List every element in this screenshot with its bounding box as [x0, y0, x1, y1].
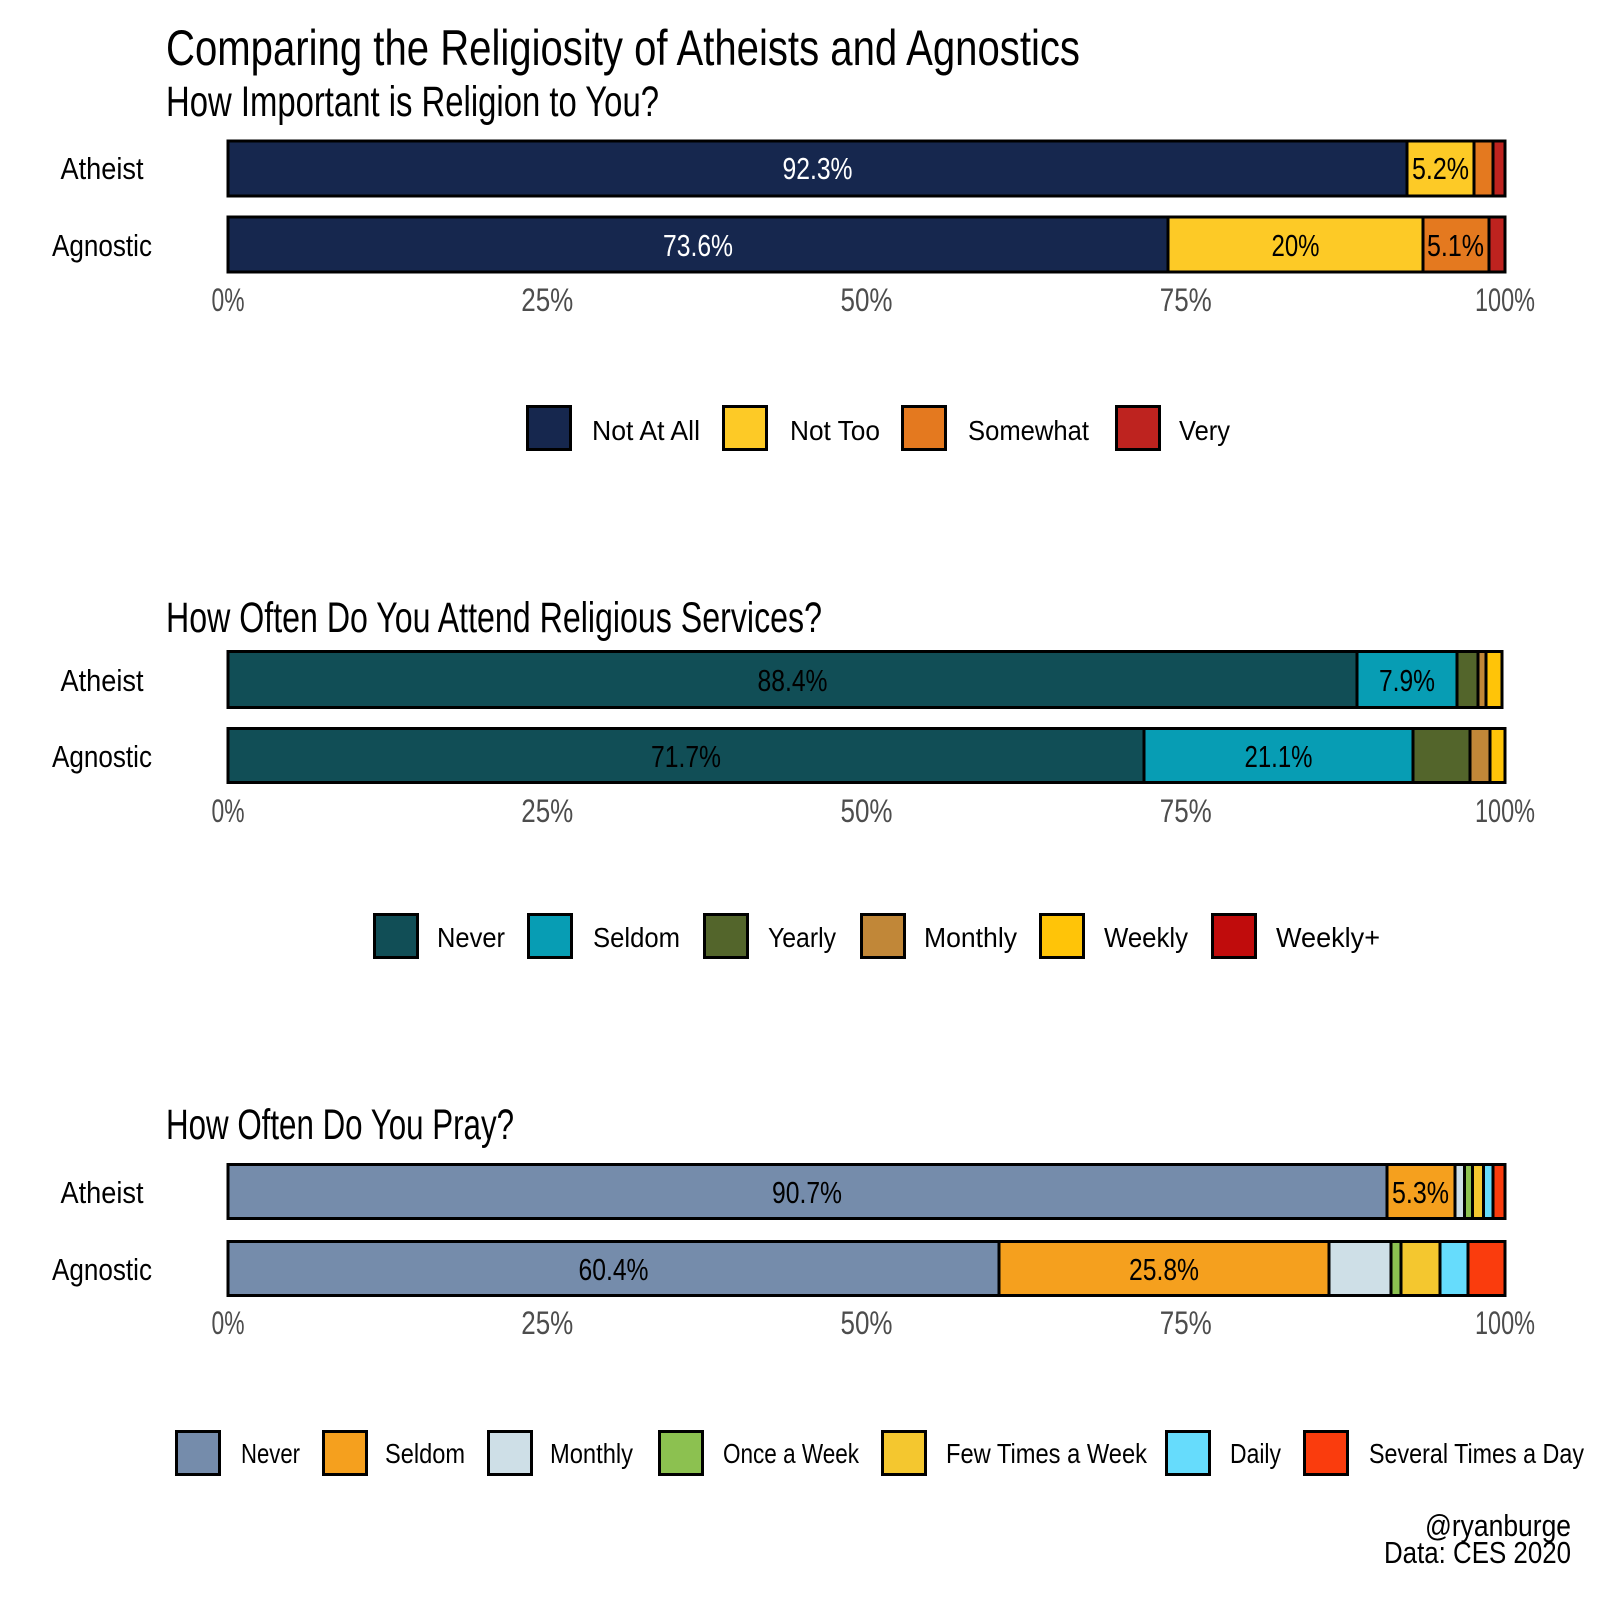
svg-text:73.6%: 73.6%	[663, 228, 733, 263]
svg-text:Agnostic: Agnostic	[52, 228, 152, 263]
svg-text:Seldom: Seldom	[385, 1438, 465, 1469]
svg-text:Somewhat: Somewhat	[968, 415, 1089, 446]
svg-text:How Often Do You Pray?: How Often Do You Pray?	[166, 1101, 514, 1149]
svg-text:Never: Never	[241, 1438, 300, 1469]
svg-text:71.7%: 71.7%	[651, 739, 721, 774]
svg-text:25%: 25%	[521, 793, 573, 829]
svg-text:50%: 50%	[841, 1305, 893, 1341]
svg-text:7.9%: 7.9%	[1379, 663, 1435, 698]
svg-text:0%: 0%	[212, 793, 245, 829]
svg-text:5.3%: 5.3%	[1392, 1175, 1449, 1210]
svg-text:100%: 100%	[1475, 1305, 1535, 1341]
svg-text:Monthly: Monthly	[550, 1438, 633, 1469]
svg-text:Once a Week: Once a Week	[723, 1438, 860, 1469]
svg-text:75%: 75%	[1160, 1305, 1212, 1341]
svg-text:Weekly+: Weekly+	[1276, 922, 1380, 953]
svg-text:Seldom: Seldom	[593, 922, 680, 953]
svg-text:Very: Very	[1179, 415, 1230, 446]
svg-text:5.2%: 5.2%	[1412, 151, 1469, 186]
svg-text:Comparing the Religiosity of A: Comparing the Religiosity of Atheists an…	[166, 20, 1080, 76]
svg-text:60.4%: 60.4%	[579, 1252, 649, 1287]
svg-text:Yearly: Yearly	[768, 922, 836, 953]
svg-text:Few Times a Week: Few Times a Week	[946, 1438, 1148, 1469]
svg-text:90.7%: 90.7%	[772, 1175, 842, 1210]
svg-text:Agnostic: Agnostic	[52, 739, 152, 774]
svg-text:100%: 100%	[1475, 793, 1535, 829]
svg-text:50%: 50%	[841, 793, 893, 829]
svg-text:50%: 50%	[841, 282, 893, 318]
svg-text:Daily: Daily	[1230, 1438, 1281, 1469]
svg-text:Never: Never	[437, 922, 505, 953]
svg-text:21.1%: 21.1%	[1245, 739, 1313, 774]
svg-text:Atheist: Atheist	[61, 1175, 144, 1210]
svg-text:Atheist: Atheist	[61, 663, 144, 698]
svg-text:Weekly: Weekly	[1104, 922, 1188, 953]
svg-text:Monthly: Monthly	[924, 922, 1017, 953]
svg-text:Not Too: Not Too	[790, 415, 880, 446]
svg-text:92.3%: 92.3%	[783, 151, 853, 186]
svg-text:Agnostic: Agnostic	[52, 1252, 152, 1287]
svg-text:5.1%: 5.1%	[1427, 228, 1484, 263]
svg-text:0%: 0%	[212, 282, 245, 318]
svg-text:20%: 20%	[1272, 228, 1320, 263]
svg-text:88.4%: 88.4%	[758, 663, 828, 698]
svg-text:Several Times a Day: Several Times a Day	[1369, 1438, 1584, 1469]
svg-text:Data: CES 2020: Data: CES 2020	[1384, 1535, 1571, 1570]
svg-text:25%: 25%	[521, 1305, 573, 1341]
svg-text:25%: 25%	[521, 282, 573, 318]
svg-text:0%: 0%	[212, 1305, 245, 1341]
svg-text:Atheist: Atheist	[61, 151, 144, 186]
svg-text:How Often Do You Attend Religi: How Often Do You Attend Religious Servic…	[166, 594, 822, 642]
svg-text:Not At All: Not At All	[592, 415, 700, 446]
svg-text:75%: 75%	[1160, 793, 1212, 829]
svg-text:@ryanburge: @ryanburge	[1425, 1508, 1571, 1543]
svg-text:100%: 100%	[1475, 282, 1535, 318]
svg-text:75%: 75%	[1160, 282, 1212, 318]
svg-text:How Important is Religion to Y: How Important is Religion to You?	[166, 78, 659, 126]
svg-text:25.8%: 25.8%	[1129, 1252, 1199, 1287]
